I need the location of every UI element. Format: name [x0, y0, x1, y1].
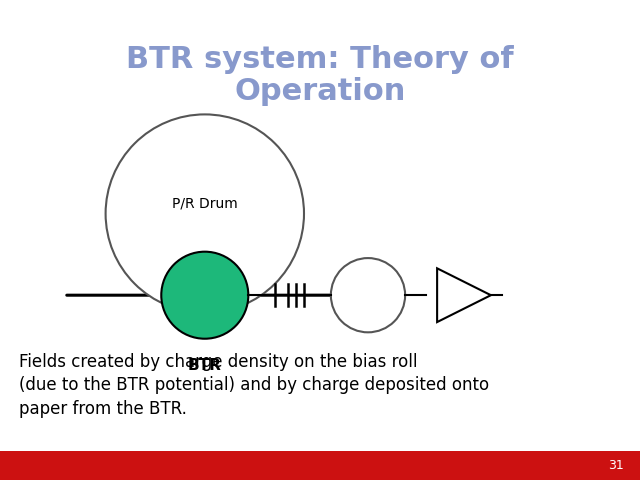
Ellipse shape — [331, 258, 405, 332]
Text: P/R Drum: P/R Drum — [172, 197, 237, 211]
Text: 31: 31 — [608, 459, 624, 472]
Text: BTR system: Theory of: BTR system: Theory of — [126, 46, 514, 74]
Text: Fields created by charge density on the bias roll
(due to the BTR potential) and: Fields created by charge density on the … — [19, 353, 490, 418]
Text: Operation: Operation — [234, 77, 406, 106]
Ellipse shape — [161, 252, 248, 339]
Polygon shape — [437, 268, 491, 322]
Bar — [0, 451, 640, 480]
Text: BTR: BTR — [188, 358, 221, 373]
Ellipse shape — [106, 114, 304, 313]
